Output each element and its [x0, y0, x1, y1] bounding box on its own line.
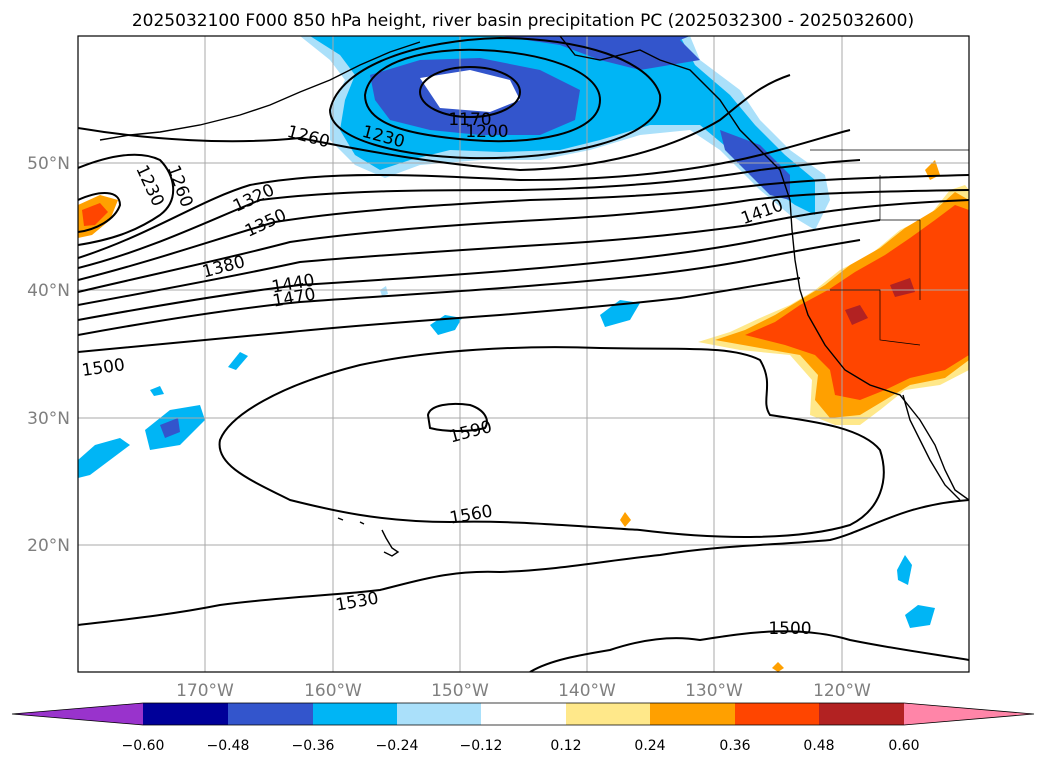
colorbar-tick: −0.48 [207, 738, 250, 754]
colorbar-extend-high [904, 703, 1034, 725]
neg-patch-5 [228, 352, 248, 370]
neg-patch-2 [78, 438, 130, 478]
neg-patch-8 [905, 605, 935, 628]
colorbar-extend-low [12, 703, 143, 725]
pos-darker-patch-2 [890, 278, 915, 297]
map-panel: 1170 1200 1230 1260 1260 1230 1320 1350 … [77, 35, 970, 673]
map-title: 2025032100 F000 850 hPa height, river ba… [132, 11, 914, 31]
contour-label: 1500 [768, 619, 811, 639]
colorbar-tick: 0.36 [719, 738, 750, 754]
contour-1500 [78, 277, 801, 353]
contour-label: 1170 [448, 110, 491, 130]
colorbar-outline [11, 702, 1035, 726]
contour-1380 [78, 189, 969, 293]
colorbar-ticks: −0.60 −0.48 −0.36 −0.24 −0.12 0.12 0.24 … [122, 738, 920, 754]
lon-label: 130°W [685, 681, 743, 701]
height-contours [78, 36, 969, 672]
contour-1530 [78, 499, 969, 626]
gridlines [78, 36, 969, 672]
map-frame [77, 35, 970, 673]
pos-patch-bottom [772, 662, 784, 672]
north-america-coast [559, 36, 969, 501]
neg-patch-1-core [160, 418, 180, 438]
neg-patch-9 [380, 286, 388, 296]
contour-1590 [426, 402, 488, 432]
neg-patch-7 [897, 555, 912, 585]
colorbar-tick: −0.60 [122, 738, 165, 754]
contour-1170 [419, 66, 521, 118]
contour-1230 [328, 36, 662, 160]
colorbar-tick: 0.24 [634, 738, 665, 754]
colorbar-tick: 0.12 [550, 738, 581, 754]
state-borders [830, 175, 921, 346]
pos-patch-south [620, 512, 631, 527]
lon-label: 120°W [813, 681, 871, 701]
lat-label: 20°N [27, 536, 70, 556]
low-center-white [420, 70, 520, 112]
contour-1350 [78, 174, 969, 281]
colorbar-bin [819, 703, 904, 725]
contour-1200 [363, 48, 602, 143]
lon-label: 170°W [176, 681, 234, 701]
contour-1290 [78, 129, 851, 259]
contour-1440 [78, 219, 881, 321]
lon-label: 160°W [304, 681, 362, 701]
coastlines [99, 36, 969, 557]
colorbar-tick: 0.60 [888, 738, 919, 754]
colorbar-tick: 0.48 [803, 738, 834, 754]
contour-1560 [218, 346, 885, 538]
lat-label: 30°N [27, 409, 70, 429]
contour-1320 [78, 159, 861, 269]
longitude-labels: 170°W 160°W 150°W 140°W 130°W 120°W [176, 681, 871, 701]
neg-dark-region-north [310, 36, 700, 70]
lat-label: 50°N [27, 154, 70, 174]
lat-label: 40°N [27, 281, 70, 301]
colorbar-bin [735, 703, 819, 725]
colorbar-tick: −0.12 [460, 738, 503, 754]
colorbar-tick: −0.24 [376, 738, 419, 754]
contour-1470 [78, 239, 861, 336]
neg-dark-region-coast [720, 130, 790, 200]
colorbar-bin [650, 703, 735, 725]
colorbar-bin [143, 703, 228, 725]
contour-1230-west [78, 192, 122, 233]
pos-darker-patch-1 [845, 305, 868, 325]
latitude-labels: 50°N 40°N 30°N 20°N [27, 154, 70, 556]
colorbar-bin [397, 703, 481, 725]
contour-1410 [78, 199, 969, 306]
contour-label: 1200 [465, 122, 508, 142]
baja-coast [902, 394, 961, 501]
colorbar-bin [228, 703, 313, 725]
colorbar: −0.60 −0.48 −0.36 −0.24 −0.12 0.12 0.24 … [11, 702, 1035, 754]
neg-patch-6 [150, 386, 164, 396]
pos-patch-west-core [82, 203, 108, 226]
colorbar-tick: −0.36 [292, 738, 335, 754]
colorbar-bin [313, 703, 397, 725]
contour-1500-south [529, 630, 969, 672]
lon-label: 140°W [558, 681, 616, 701]
contour-1260-west [78, 153, 175, 246]
colorbar-bin [566, 703, 650, 725]
aleutian-coast [99, 41, 421, 141]
colorbar-bin [481, 703, 566, 725]
lon-label: 150°W [431, 681, 489, 701]
contour-1260 [78, 74, 791, 172]
neg-patch-4 [600, 300, 640, 327]
pos-dark-region [745, 205, 969, 400]
hawaii-islands [337, 517, 400, 557]
